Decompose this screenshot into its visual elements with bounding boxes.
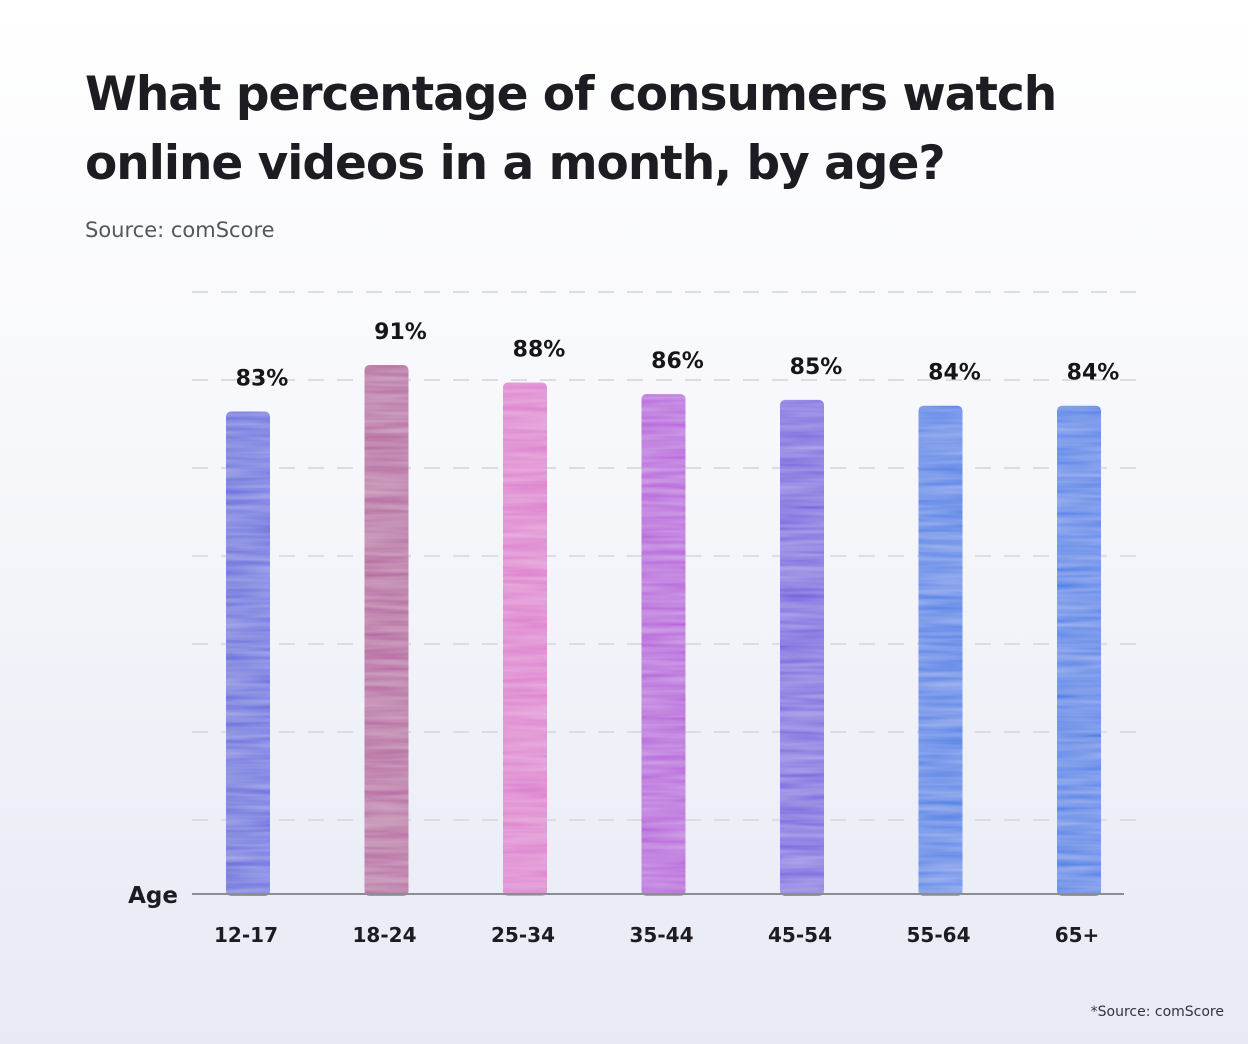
chart-title-line-1: What percentage of consumers watch — [85, 67, 1057, 122]
value-label-65+: 84% — [1067, 361, 1120, 386]
bar-45-54 — [780, 399, 824, 896]
footnote-source: *Source: comScore — [1090, 1004, 1224, 1020]
bar-12-17 — [226, 411, 270, 896]
category-label-18-24: 18-24 — [353, 923, 417, 947]
bar-65+ — [1057, 405, 1101, 896]
category-label-35-44: 35-44 — [630, 923, 694, 947]
value-label-12-17: 83% — [236, 367, 289, 392]
chart-source: Source: comScore — [85, 218, 275, 242]
x-axis-title: Age — [128, 883, 178, 909]
value-label-55-64: 84% — [928, 361, 981, 386]
chart-title: What percentage of consumers watch onlin… — [85, 60, 1165, 198]
bar-55-64 — [918, 405, 963, 896]
value-label-25-34: 88% — [513, 337, 566, 362]
category-labels: 12-17 18-24 25-34 35-44 45-54 55-64 65+ — [214, 923, 1099, 947]
category-label-25-34: 25-34 — [491, 923, 555, 947]
category-label-12-17: 12-17 — [214, 923, 278, 947]
category-label-65+: 65+ — [1055, 923, 1100, 947]
bar-35-44 — [641, 394, 686, 896]
bar-18-24 — [364, 365, 409, 896]
bar-25-34 — [503, 382, 547, 896]
bars — [226, 365, 1101, 896]
value-label-18-24: 91% — [374, 320, 427, 345]
value-label-45-54: 85% — [790, 355, 843, 380]
bar-chart: 83% 91% 88% 86% 85% 84% 84% Age 12-17 18-24 25-3… — [128, 291, 1136, 947]
value-labels: 83% 91% 88% 86% 85% 84% 84% — [236, 320, 1120, 392]
value-label-35-44: 86% — [651, 349, 704, 374]
category-label-55-64: 55-64 — [907, 923, 971, 947]
chart-title-line-2: online videos in a month, by age? — [85, 136, 946, 191]
category-label-45-54: 45-54 — [768, 923, 832, 947]
